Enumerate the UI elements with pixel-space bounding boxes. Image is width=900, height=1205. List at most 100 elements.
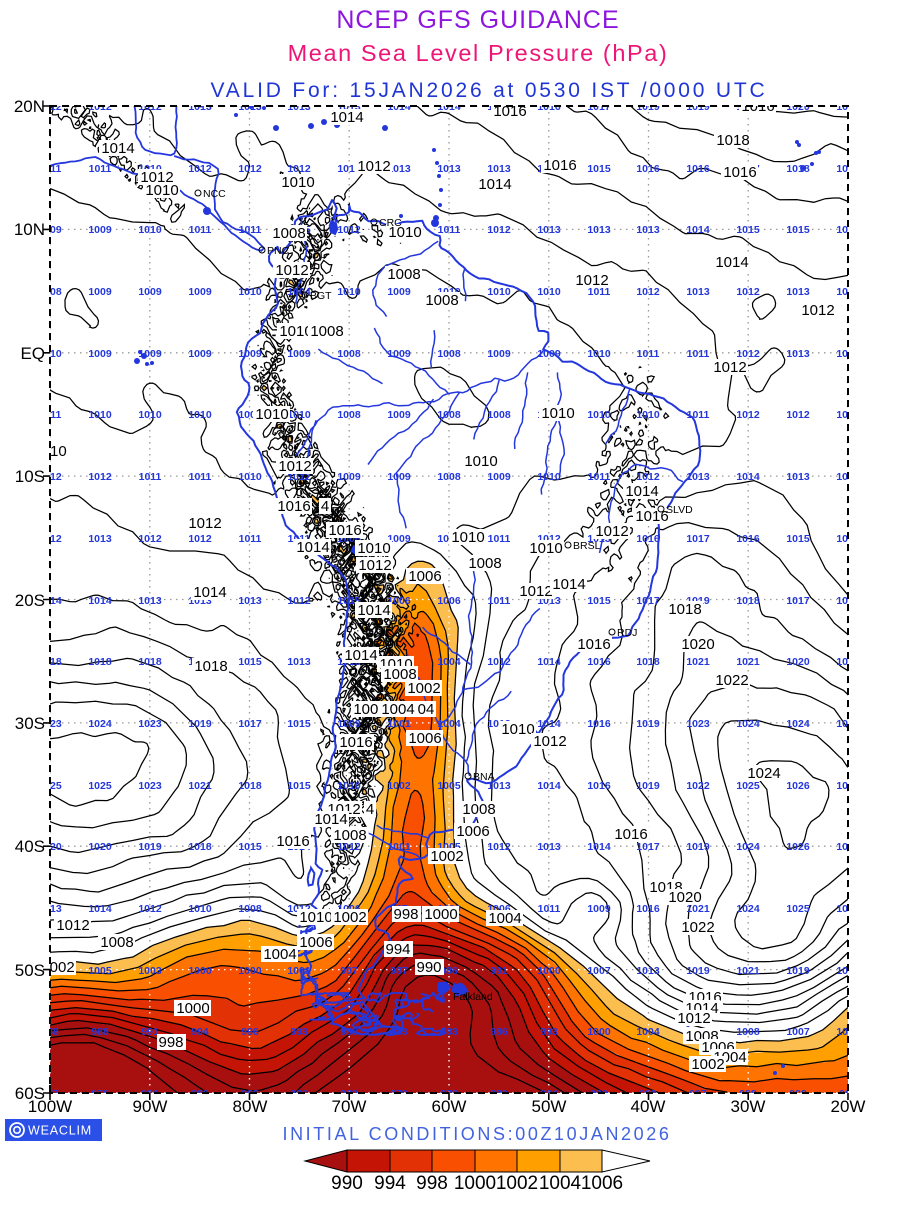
svg-text:1014: 1014 bbox=[736, 471, 760, 483]
svg-text:1016: 1016 bbox=[277, 498, 310, 515]
svg-text:1025: 1025 bbox=[38, 780, 62, 792]
svg-text:1013: 1013 bbox=[487, 780, 511, 792]
svg-text:1018: 1018 bbox=[636, 656, 660, 668]
svg-text:1010: 1010 bbox=[464, 453, 497, 470]
svg-text:1009: 1009 bbox=[238, 348, 262, 360]
svg-text:1015: 1015 bbox=[287, 718, 311, 730]
svg-text:1002: 1002 bbox=[407, 680, 440, 697]
svg-text:40S: 40S bbox=[15, 837, 45, 856]
svg-text:1013: 1013 bbox=[387, 163, 411, 175]
svg-text:998: 998 bbox=[393, 906, 418, 923]
svg-text:1011: 1011 bbox=[687, 409, 710, 421]
svg-text:1020: 1020 bbox=[786, 656, 810, 668]
svg-text:1014: 1014 bbox=[296, 539, 329, 556]
svg-text:1004: 1004 bbox=[287, 286, 311, 298]
svg-text:1009: 1009 bbox=[38, 224, 62, 236]
svg-text:1008: 1008 bbox=[333, 827, 366, 844]
svg-text:1009: 1009 bbox=[138, 286, 162, 298]
svg-text:998: 998 bbox=[416, 1173, 448, 1194]
svg-text:1000: 1000 bbox=[537, 965, 561, 977]
svg-text:1008: 1008 bbox=[38, 286, 62, 298]
svg-text:1023: 1023 bbox=[138, 718, 162, 730]
svg-text:1011: 1011 bbox=[637, 348, 660, 360]
svg-text:1006: 1006 bbox=[387, 595, 411, 607]
svg-text:1016: 1016 bbox=[587, 718, 611, 730]
svg-text:1011: 1011 bbox=[189, 471, 212, 483]
svg-text:20S: 20S bbox=[15, 591, 45, 610]
svg-text:20N: 20N bbox=[14, 97, 45, 116]
svg-text:986: 986 bbox=[490, 1026, 508, 1038]
svg-text:1013: 1013 bbox=[287, 656, 311, 668]
svg-text:1012: 1012 bbox=[188, 533, 212, 545]
svg-text:994: 994 bbox=[385, 941, 410, 958]
svg-text:1008: 1008 bbox=[310, 323, 343, 340]
svg-text:1016: 1016 bbox=[537, 101, 561, 113]
svg-text:1010: 1010 bbox=[541, 405, 574, 422]
svg-text:1000: 1000 bbox=[454, 1173, 496, 1194]
svg-text:1016: 1016 bbox=[686, 163, 710, 175]
svg-text:1010: 1010 bbox=[138, 224, 162, 236]
svg-text:BGT: BGT bbox=[310, 290, 332, 302]
svg-text:990: 990 bbox=[590, 1088, 608, 1100]
svg-text:10N: 10N bbox=[14, 220, 45, 239]
svg-text:1025: 1025 bbox=[88, 780, 112, 792]
svg-text:20W: 20W bbox=[831, 1097, 866, 1116]
svg-text:1023: 1023 bbox=[138, 780, 162, 792]
svg-text:1012: 1012 bbox=[275, 262, 308, 279]
svg-text:1026: 1026 bbox=[786, 841, 810, 853]
svg-text:1004: 1004 bbox=[437, 656, 461, 668]
svg-text:10S: 10S bbox=[15, 467, 45, 486]
svg-text:1010: 1010 bbox=[587, 348, 611, 360]
svg-text:1010: 1010 bbox=[537, 286, 561, 298]
svg-text:1008: 1008 bbox=[468, 555, 501, 572]
svg-text:1024: 1024 bbox=[736, 841, 760, 853]
svg-text:1012: 1012 bbox=[88, 471, 112, 483]
svg-text:1002: 1002 bbox=[387, 780, 411, 792]
svg-text:1009: 1009 bbox=[188, 348, 212, 360]
svg-text:1000: 1000 bbox=[188, 965, 212, 977]
svg-text:1002: 1002 bbox=[430, 848, 463, 865]
svg-text:1012: 1012 bbox=[357, 158, 390, 175]
svg-text:1008: 1008 bbox=[437, 348, 461, 360]
svg-text:1012: 1012 bbox=[736, 286, 760, 298]
svg-text:1012: 1012 bbox=[188, 163, 212, 175]
svg-text:1010: 1010 bbox=[238, 286, 262, 298]
svg-text:1002: 1002 bbox=[333, 909, 366, 926]
svg-text:1000: 1000 bbox=[424, 906, 457, 923]
svg-text:1024: 1024 bbox=[836, 841, 860, 853]
svg-text:1013: 1013 bbox=[686, 471, 710, 483]
svg-text:1002: 1002 bbox=[691, 1056, 724, 1073]
svg-text:986: 986 bbox=[290, 1088, 308, 1100]
svg-text:1011: 1011 bbox=[189, 224, 212, 236]
svg-text:993: 993 bbox=[540, 1026, 558, 1038]
svg-text:WEACLIM: WEACLIM bbox=[28, 1124, 92, 1138]
svg-text:Mean Sea Level Pressure (hPa): Mean Sea Level Pressure (hPa) bbox=[288, 40, 669, 66]
svg-text:1010: 1010 bbox=[537, 471, 561, 483]
svg-text:1016: 1016 bbox=[636, 533, 660, 545]
svg-text:1009: 1009 bbox=[487, 348, 511, 360]
svg-text:1022: 1022 bbox=[836, 718, 860, 730]
svg-text:1019: 1019 bbox=[138, 841, 162, 853]
svg-text:1014: 1014 bbox=[38, 595, 62, 607]
svg-text:50S: 50S bbox=[15, 961, 45, 980]
svg-text:BNA: BNA bbox=[473, 771, 495, 783]
svg-text:1009: 1009 bbox=[337, 718, 361, 730]
svg-text:1009: 1009 bbox=[138, 348, 162, 360]
svg-text:1009: 1009 bbox=[387, 409, 411, 421]
svg-text:PNC: PNC bbox=[267, 245, 290, 257]
svg-text:1025: 1025 bbox=[836, 780, 860, 792]
svg-text:1010: 1010 bbox=[337, 286, 361, 298]
svg-text:1018: 1018 bbox=[716, 132, 749, 149]
svg-text:1014: 1014 bbox=[625, 483, 658, 500]
svg-text:1019: 1019 bbox=[636, 780, 660, 792]
svg-text:1009: 1009 bbox=[337, 471, 361, 483]
svg-text:1011: 1011 bbox=[687, 348, 710, 360]
svg-text:1014: 1014 bbox=[387, 101, 411, 113]
svg-text:1011: 1011 bbox=[39, 409, 62, 421]
svg-text:1012: 1012 bbox=[38, 533, 62, 545]
svg-text:1010: 1010 bbox=[636, 409, 660, 421]
svg-text:1004: 1004 bbox=[381, 701, 414, 718]
svg-text:1010: 1010 bbox=[357, 540, 390, 557]
svg-text:1010: 1010 bbox=[188, 903, 212, 915]
svg-text:997: 997 bbox=[340, 965, 358, 977]
